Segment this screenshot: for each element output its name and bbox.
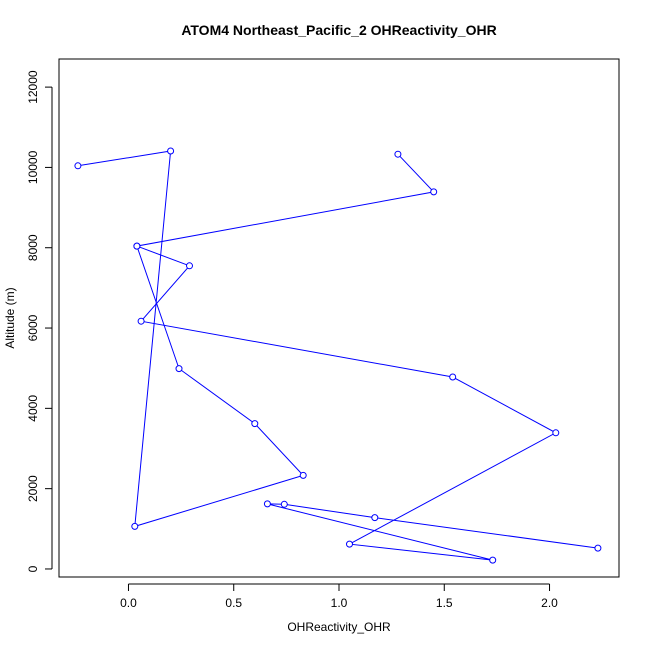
- data-point: [167, 147, 175, 155]
- y-tick-label: 8000: [26, 234, 40, 261]
- data-point: [346, 540, 353, 548]
- data-point: [175, 365, 183, 373]
- data-point: [552, 429, 560, 437]
- data-point: [394, 150, 402, 158]
- y-tick-label: 10000: [26, 150, 40, 184]
- data-point: [594, 544, 602, 552]
- data-point: [489, 556, 497, 564]
- data-point: [186, 262, 193, 270]
- data-point: [280, 500, 288, 508]
- y-tick-label: 6000: [26, 314, 40, 341]
- x-axis-label: OHReactivity_OHR: [287, 620, 391, 634]
- y-axis-label: Altitude (m): [3, 287, 17, 348]
- y-axis: 0 2000 4000 6000 8000 10000 12000: [26, 70, 53, 572]
- data-point: [371, 514, 379, 522]
- data-point: [263, 500, 271, 508]
- data-point: [299, 471, 307, 479]
- chart-title: ATOM4 Northeast_Pacific_2 OHReactivity_O…: [181, 22, 496, 38]
- x-tick-label: 2.0: [541, 596, 558, 610]
- y-tick-label: 0: [26, 565, 40, 572]
- data-point: [251, 420, 259, 428]
- x-tick-label: 1.5: [436, 596, 453, 610]
- y-tick-label: 12000: [26, 70, 40, 104]
- x-tick-label: 1.0: [331, 596, 348, 610]
- y-tick-label: 4000: [26, 395, 40, 422]
- x-tick-label: 0.0: [120, 596, 137, 610]
- data-point: [133, 242, 141, 250]
- data-point: [137, 317, 145, 325]
- data-point: [131, 522, 139, 530]
- plot-frame: [58, 58, 620, 578]
- x-tick-label: 0.5: [225, 596, 242, 610]
- x-axis: 0.0 0.5 1.0 1.5 2.0: [120, 583, 558, 610]
- series-layer: [74, 147, 602, 564]
- data-point: [449, 373, 457, 381]
- y-tick-label: 2000: [26, 475, 40, 502]
- data-point: [74, 162, 82, 170]
- data-point: [430, 188, 438, 196]
